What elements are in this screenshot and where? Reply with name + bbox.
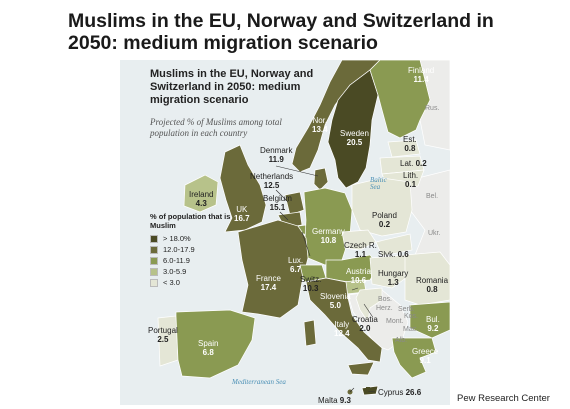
leader-netherlands (275, 189, 289, 203)
label-greece: Greece 9.1 (412, 347, 439, 365)
label-netherlands: Netherlands 12.5 (250, 172, 294, 190)
leader-croatia (363, 303, 373, 317)
legend-swatch (150, 267, 158, 276)
source-credit: Pew Research Center (457, 393, 550, 404)
country-romania (404, 251, 450, 306)
label-luxembourg: Lux. 6.7 (288, 256, 304, 274)
label-ireland: Ireland 4.3 (189, 190, 214, 208)
country-czech (341, 229, 377, 251)
leader-denmark (275, 165, 319, 177)
island-sicily (347, 361, 375, 376)
country-hungary (369, 254, 411, 289)
label-bulgaria: Bul. 9.2 (426, 315, 440, 333)
country-spain (175, 309, 256, 379)
legend: % of population that is Muslim > 18.0% 1… (150, 212, 240, 288)
label-uk: UK 16.7 (234, 205, 250, 223)
leader-cyprus (367, 390, 376, 393)
label-bosnia: Bos. (378, 296, 393, 303)
label-belgium: Belgium 15.1 (263, 194, 292, 212)
map: Muslims in the EU, Norway and Switzerlan… (120, 60, 450, 405)
legend-label: 12.0-17.9 (163, 245, 195, 254)
label-albania: Alb. (395, 337, 408, 344)
label-spain: Spain 6.8 (198, 339, 219, 357)
label-montenegro: Mont. (386, 318, 404, 325)
label-sweden: Sweden 20.5 (340, 129, 369, 147)
country-estonia (387, 139, 421, 158)
leader-malta (349, 387, 355, 393)
map-subtitle: Projected % of Muslims among total popul… (150, 117, 282, 138)
label-ukraine: Ukr. (428, 230, 441, 237)
label-portugal: Portugal 2.5 (148, 326, 178, 344)
label-slovakia: Slvk. 0.6 (378, 250, 409, 259)
label-kosovo: Kos. (404, 313, 419, 320)
country-uk (219, 144, 267, 233)
label-poland: Poland 0.2 (372, 211, 397, 229)
leader-slovenia (351, 287, 359, 291)
label-france: France 17.4 (256, 274, 281, 292)
label-macedonia: Mac. (403, 326, 419, 333)
leader-belgium (279, 211, 289, 221)
label-austria: Austria 10.6 (346, 267, 371, 285)
label-belarus: Bel. (426, 193, 439, 200)
label-germany: Germany 10.8 (312, 227, 345, 245)
page-title: Muslims in the EU, Norway and Switzerlan… (68, 10, 494, 54)
label-croatia: Croatia 2.0 (352, 315, 378, 333)
country-slovakia (375, 233, 413, 257)
island-sardinia (303, 319, 317, 347)
label-czech: Czech R. 1.1 (344, 241, 377, 259)
country-bulgaria (409, 301, 450, 339)
label-norway: Nor. 13.4 (312, 116, 328, 134)
label-mediterranean-sea: Mediterranean Sea (232, 378, 286, 386)
legend-swatch (150, 234, 158, 243)
label-malta: Malta 9.3 (318, 396, 351, 405)
legend-item: 3.0-5.9 (150, 266, 240, 277)
label-serbia: Serb. (398, 306, 415, 313)
legend-item: 12.0-17.9 (150, 244, 240, 255)
country-poland (351, 177, 413, 237)
legend-label: < 3.0 (163, 278, 180, 287)
label-herzegovina: Herz. (376, 305, 393, 312)
country-ireland (183, 174, 219, 213)
legend-swatch (150, 256, 158, 265)
leader-luxembourg (301, 231, 311, 257)
legend-label: > 18.0% (163, 234, 191, 243)
label-baltic-sea: Baltic Sea (370, 176, 387, 191)
country-france (237, 219, 309, 319)
label-italy: Italy 12.4 (334, 320, 350, 338)
label-finland: Finland 11.4 (408, 66, 435, 84)
label-cyprus: Cyprus 26.6 (378, 388, 422, 397)
label-switzerland: Switz. 10.3 (300, 275, 322, 293)
country-finland (369, 60, 431, 139)
label-lithuania: Lith. 0.1 (403, 171, 419, 189)
country-croatia (355, 287, 383, 323)
label-hungary: Hungary 1.3 (378, 269, 409, 287)
cyprus-marker (366, 387, 370, 391)
legend-item: < 3.0 (150, 277, 240, 288)
label-latvia: Lat. 0.2 (400, 159, 427, 168)
country-denmark (313, 167, 329, 191)
country-netherlands (284, 191, 305, 216)
legend-swatch (150, 245, 158, 254)
legend-swatch (150, 278, 158, 287)
country-greece (391, 337, 437, 379)
legend-title: % of population that is Muslim (150, 212, 231, 230)
label-romania: Romania 0.8 (416, 276, 449, 294)
map-canvas (120, 60, 450, 405)
legend-item: > 18.0% (150, 233, 240, 244)
label-estonia: Est. 0.8 (403, 135, 417, 153)
country-italy (305, 277, 383, 363)
label-russia: Rus. (425, 105, 440, 112)
legend-label: 3.0-5.9 (163, 267, 187, 276)
label-denmark: Denmark 11.9 (260, 146, 293, 164)
inset-title: Muslims in the EU, Norway and Switzerlan… (150, 68, 314, 106)
label-slovenia: Slovenia 5.0 (320, 292, 351, 310)
legend-label: 6.0-11.9 (163, 256, 190, 265)
legend-item: 6.0-11.9 (150, 255, 240, 266)
